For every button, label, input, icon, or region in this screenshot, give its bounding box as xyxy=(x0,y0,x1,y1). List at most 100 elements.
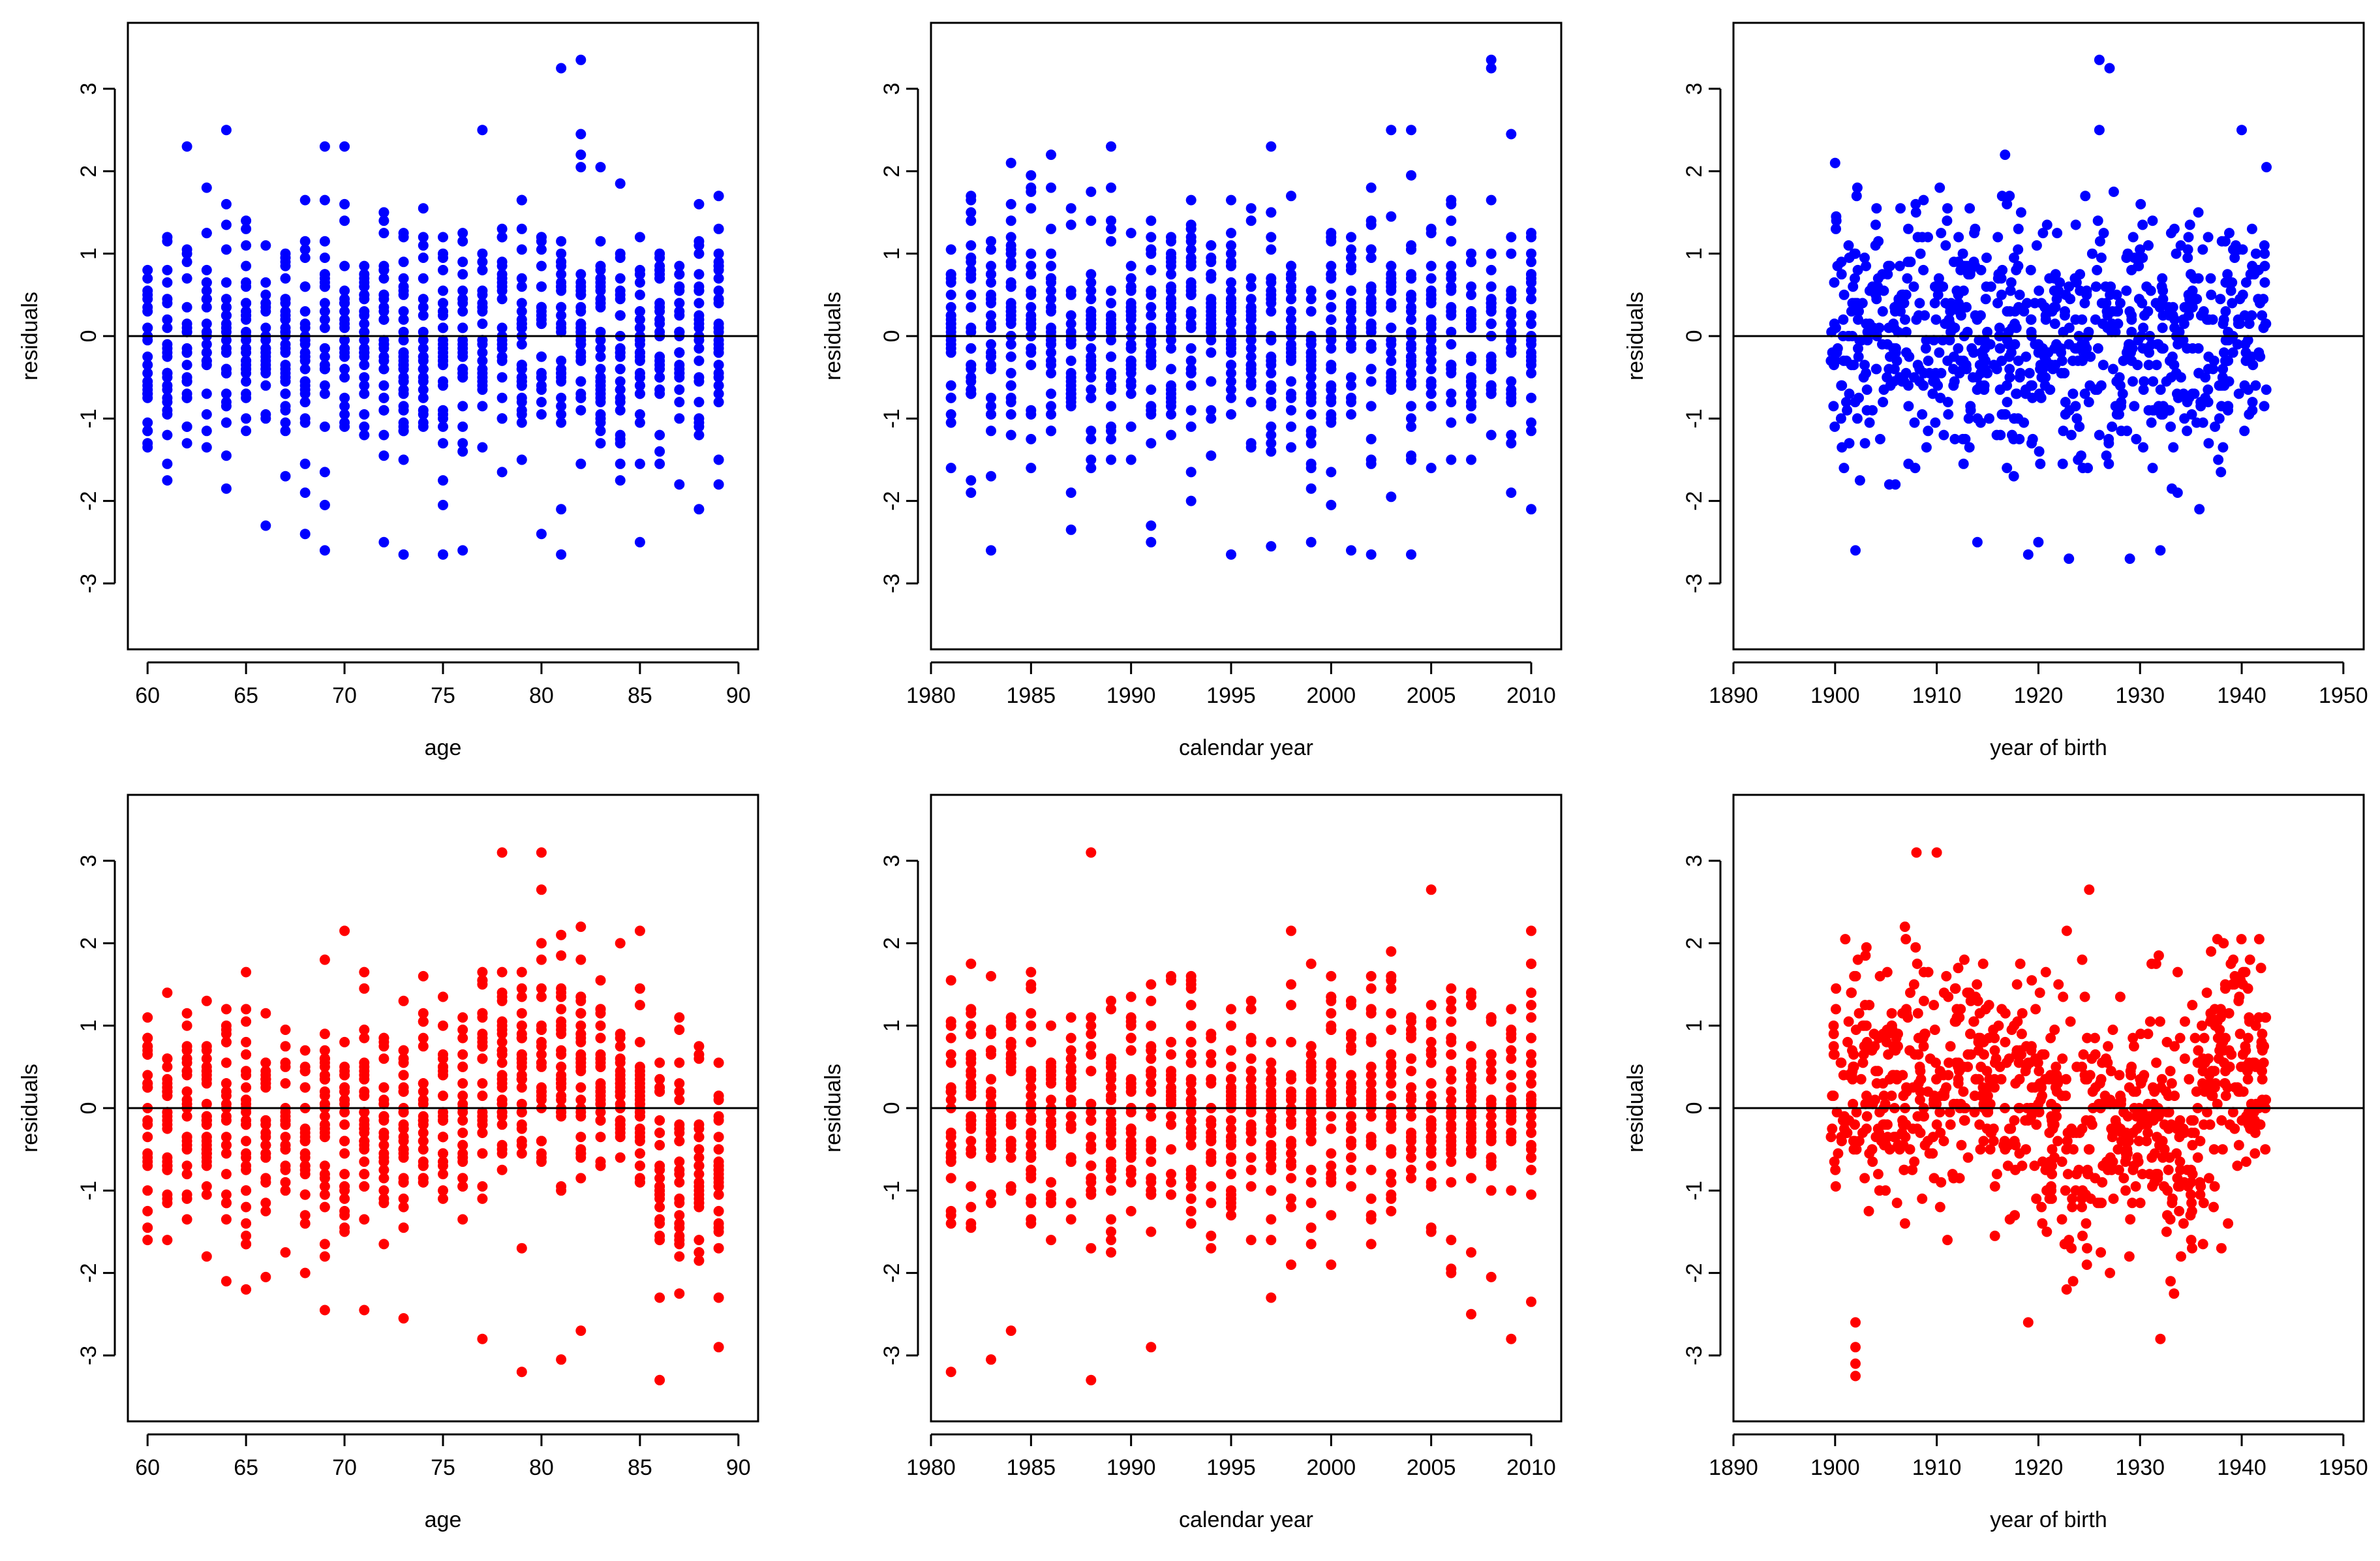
data-point xyxy=(398,1193,409,1204)
data-point xyxy=(1365,219,1377,230)
data-point xyxy=(241,413,252,424)
data-point xyxy=(1850,545,1861,556)
data-point xyxy=(1406,1111,1416,1122)
data-point xyxy=(1466,281,1476,292)
data-point xyxy=(1989,1032,2000,1043)
data-point xyxy=(694,1144,705,1155)
data-point xyxy=(438,549,448,560)
data-point xyxy=(1466,1173,1476,1184)
data-point xyxy=(713,1292,724,1303)
data-point xyxy=(945,1016,956,1027)
data-point xyxy=(1086,1020,1097,1031)
data-point xyxy=(556,301,567,313)
data-point xyxy=(2096,253,2107,263)
data-point xyxy=(1406,1082,1416,1093)
data-point xyxy=(1305,347,1317,358)
data-point xyxy=(575,1173,587,1184)
data-point xyxy=(359,1169,370,1180)
data-point xyxy=(1406,294,1416,305)
data-point xyxy=(1832,343,1843,354)
data-point xyxy=(319,1061,330,1072)
data-point xyxy=(713,1226,724,1237)
data-point xyxy=(966,191,977,202)
data-point xyxy=(201,1181,212,1192)
data-point xyxy=(1386,1169,1397,1180)
data-point xyxy=(1847,298,1858,309)
data-point xyxy=(1206,335,1217,346)
data-point xyxy=(418,970,429,981)
data-point xyxy=(1005,240,1016,251)
data-point xyxy=(496,1094,508,1105)
data-point xyxy=(1466,454,1476,465)
data-point xyxy=(201,1132,212,1143)
data-point xyxy=(516,392,527,403)
data-point xyxy=(1506,1045,1517,1056)
data-point xyxy=(359,1119,370,1130)
data-point xyxy=(1226,1082,1236,1093)
data-point xyxy=(1991,363,2002,375)
data-point xyxy=(1086,372,1097,383)
data-point xyxy=(1125,1107,1137,1118)
data-point xyxy=(1005,339,1016,350)
data-point xyxy=(142,1041,153,1052)
data-point xyxy=(1026,285,1037,296)
data-point xyxy=(241,1004,252,1015)
data-point xyxy=(398,376,409,387)
data-point xyxy=(1305,294,1317,305)
data-point xyxy=(2071,1127,2082,1138)
data-point xyxy=(1005,1111,1016,1122)
data-point xyxy=(1106,335,1116,346)
y-tick-label: -1 xyxy=(879,409,904,428)
data-point xyxy=(201,442,212,453)
data-point xyxy=(1526,347,1536,358)
data-point xyxy=(1386,970,1397,981)
data-point xyxy=(221,125,232,136)
data-point xyxy=(1958,355,1969,366)
data-point xyxy=(1918,380,1929,391)
data-point xyxy=(595,326,606,337)
data-point xyxy=(1146,285,1157,296)
data-point xyxy=(1426,401,1437,412)
x-tick-label: 1995 xyxy=(1206,1455,1256,1480)
data-point xyxy=(1266,141,1277,152)
data-point xyxy=(1185,367,1197,379)
data-point xyxy=(2064,553,2075,564)
data-point xyxy=(1245,1004,1257,1015)
data-point xyxy=(2124,1251,2135,1262)
data-point xyxy=(945,1049,956,1060)
data-point xyxy=(1266,335,1277,346)
data-point xyxy=(496,351,508,362)
data-point xyxy=(1949,376,1960,387)
data-point xyxy=(2107,421,2118,432)
data-point xyxy=(1406,1164,1416,1175)
data-point xyxy=(2057,458,2068,469)
data-point xyxy=(221,277,232,288)
data-point xyxy=(1872,1169,1884,1180)
data-point xyxy=(2039,301,2051,313)
data-point xyxy=(457,421,468,432)
data-point xyxy=(1888,1070,1899,1081)
data-point xyxy=(634,458,645,469)
data-point xyxy=(1185,1115,1197,1126)
data-point xyxy=(1526,367,1536,379)
data-point xyxy=(2137,253,2148,263)
data-point xyxy=(966,1078,977,1089)
data-point xyxy=(418,376,429,387)
data-point xyxy=(2056,355,2067,366)
data-point xyxy=(575,129,587,140)
data-point xyxy=(1905,987,1915,998)
data-point xyxy=(536,991,547,1002)
data-point xyxy=(2103,438,2114,449)
data-point xyxy=(457,1156,468,1167)
data-point xyxy=(1918,264,1929,275)
data-point xyxy=(2022,549,2034,560)
data-point xyxy=(1486,264,1497,275)
data-point xyxy=(1942,1235,1953,1246)
data-point xyxy=(299,1123,311,1134)
data-point xyxy=(2138,384,2149,395)
data-point xyxy=(162,277,173,288)
data-point xyxy=(359,1181,370,1192)
data-point xyxy=(1526,269,1536,280)
data-point xyxy=(556,322,567,333)
data-point xyxy=(457,1032,468,1043)
